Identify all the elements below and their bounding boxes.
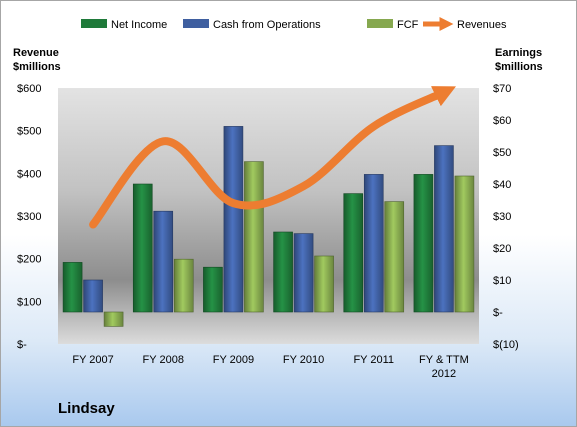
legend-swatch — [183, 19, 209, 28]
right-tick-label: $20 — [493, 243, 511, 255]
category-label: 2012 — [432, 368, 456, 380]
bar-cash-from-operations — [153, 210, 174, 313]
legend-label: Cash from Operations — [213, 19, 321, 31]
bar-net-income — [132, 183, 153, 313]
category-label: FY 2008 — [143, 354, 184, 366]
right-tick-label: $70 — [493, 83, 511, 95]
plot-area — [58, 88, 479, 344]
category-label: FY 2011 — [353, 354, 394, 366]
legend-label: Net Income — [111, 19, 167, 31]
left-tick-label: $100 — [17, 296, 41, 308]
legend-swatch — [367, 19, 393, 28]
left-tick-label: $200 — [17, 254, 41, 266]
revenue-series — [89, 86, 457, 229]
right-axis-label-line2: $millions — [495, 61, 543, 73]
bar-fcf — [173, 258, 194, 313]
bar-cash-from-operations — [293, 233, 314, 313]
right-axis-label-line1: Earnings — [495, 47, 542, 59]
bar-cash-from-operations — [223, 126, 244, 313]
bar-fcf — [384, 201, 405, 313]
right-tick-label: $10 — [493, 275, 511, 287]
company-name: Lindsay — [58, 400, 115, 417]
right-axis-ticks: $(10) $- $10 $20 $30 $40 $50 $60 $70 — [493, 83, 519, 351]
right-tick-label: $30 — [493, 211, 511, 223]
right-tick-label: $- — [493, 307, 503, 319]
left-tick-label: $500 — [17, 126, 41, 138]
bar-net-income — [273, 231, 293, 313]
category-label: FY 2010 — [283, 354, 324, 366]
left-tick-label: $300 — [17, 211, 41, 223]
legend-swatch — [81, 19, 107, 28]
legend-label: FCF — [397, 19, 419, 31]
left-axis-label-line2: $millions — [13, 61, 61, 73]
bar-net-income — [203, 266, 223, 313]
bar-cash-from-operations — [434, 145, 454, 313]
bar-fcf — [103, 311, 124, 327]
right-tick-label: $50 — [493, 147, 511, 159]
bar-fcf — [314, 255, 334, 313]
left-tick-label: $- — [17, 339, 27, 351]
left-tick-label: $600 — [17, 83, 41, 95]
category-label: FY & TTM — [419, 354, 469, 366]
right-tick-label: $60 — [493, 115, 511, 127]
category-labels: FY 2007 FY 2008 FY 2009 FY 2010 FY 2011 FY & … — [72, 354, 468, 380]
bar-fcf — [244, 161, 264, 313]
left-axis-ticks: $- $100 $200 $300 $400 $500 $600 — [17, 83, 41, 351]
legend: Net Income Cash from Operations FCF Revenue… — [81, 17, 507, 31]
revenue-line — [89, 86, 457, 229]
bar-cash-from-operations — [363, 174, 384, 313]
right-tick-label: $40 — [493, 179, 511, 191]
left-axis-label-line1: Revenue — [13, 47, 59, 59]
bar-net-income — [62, 262, 83, 313]
legend-label: Revenues — [457, 19, 507, 31]
category-label: FY 2009 — [213, 354, 254, 366]
bar-fcf — [454, 175, 475, 313]
bar-net-income — [343, 193, 364, 313]
category-label: FY 2007 — [72, 354, 113, 366]
right-tick-label: $(10) — [493, 339, 519, 351]
left-tick-label: $400 — [17, 168, 41, 180]
bar-cash-from-operations — [83, 279, 103, 313]
bars — [62, 126, 475, 327]
bar-net-income — [413, 174, 434, 313]
